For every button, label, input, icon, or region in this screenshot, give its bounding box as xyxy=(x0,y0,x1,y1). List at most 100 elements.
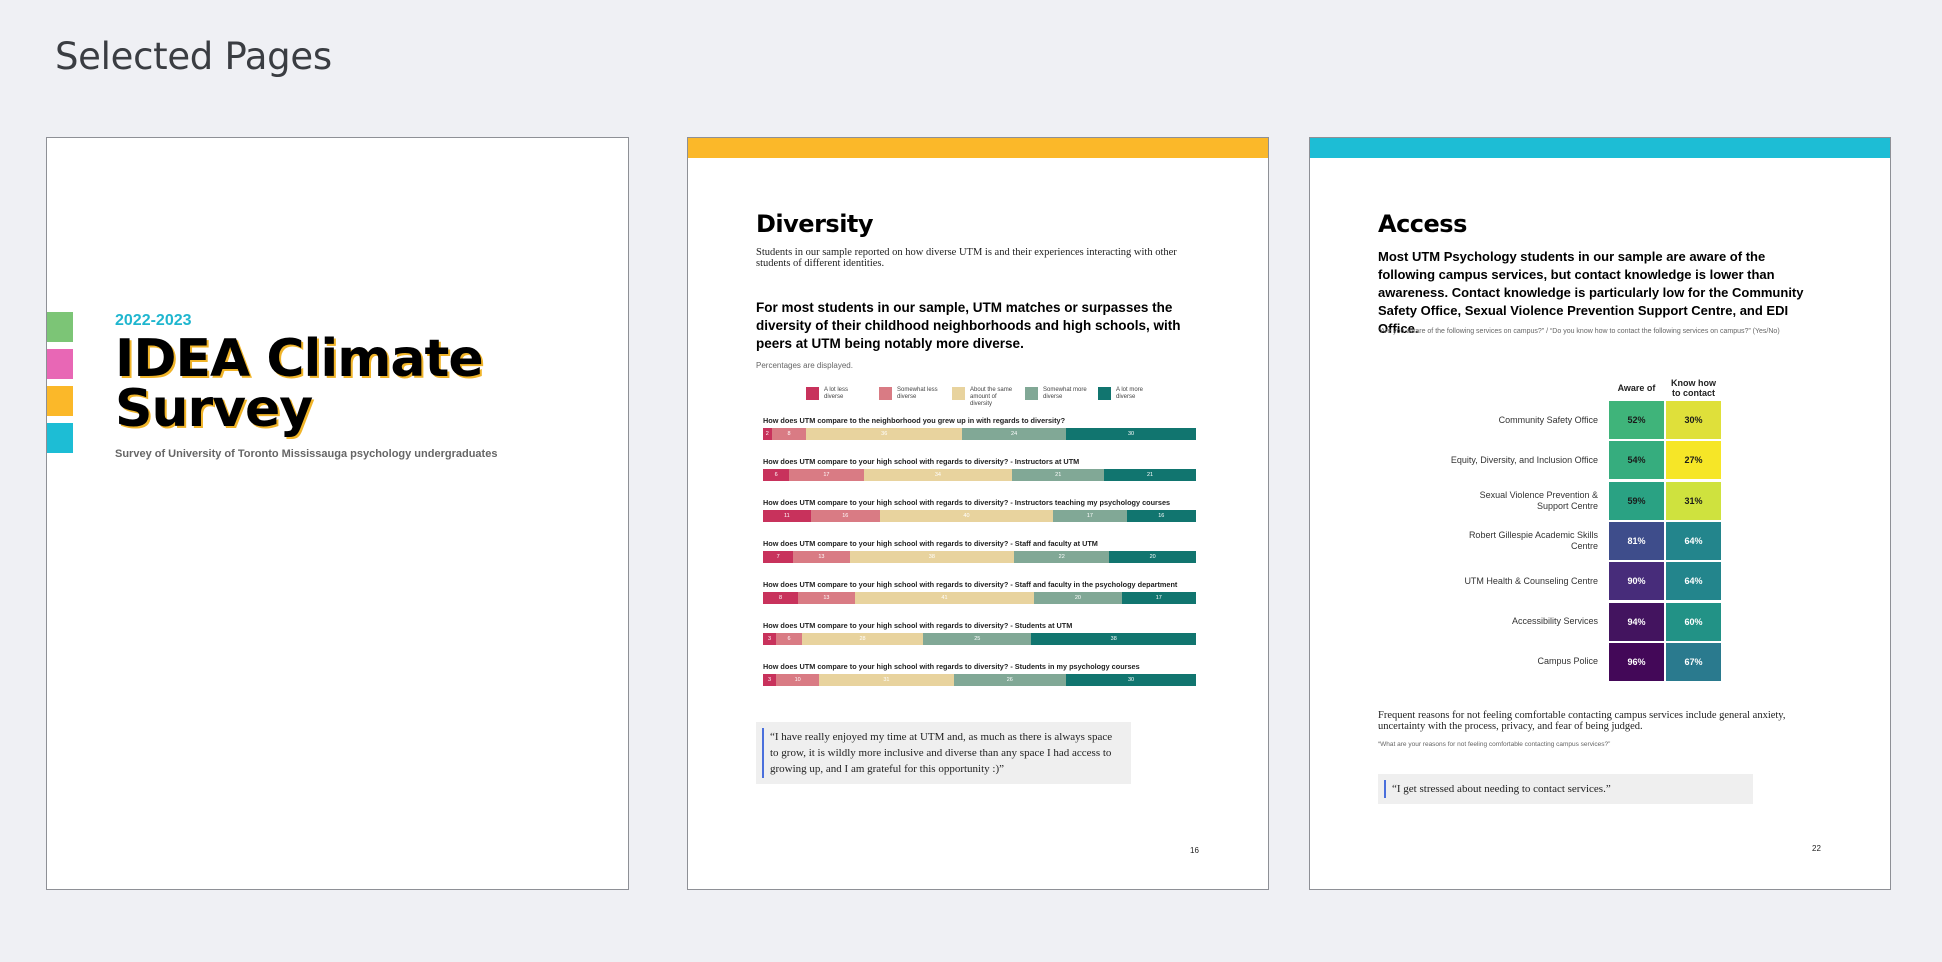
legend-swatch xyxy=(1098,387,1111,400)
stacked-bar: 3 6 28 25 38 xyxy=(763,633,1196,645)
chart-note: “Are you aware of the following services… xyxy=(1378,328,1780,335)
heatmap-column-header: Know how to contact xyxy=(1671,378,1716,398)
bar-segment: 24 xyxy=(962,428,1067,440)
chart-row: How does UTM compare to your high school… xyxy=(763,457,1196,481)
bar-segment: 30 xyxy=(1066,674,1196,686)
legend-label: Somewhat less diverse xyxy=(897,387,938,400)
legend-item: A lot more diverse xyxy=(1098,387,1161,401)
page-accent-bar xyxy=(688,138,1268,158)
chart-legend: A lot less diverse Somewhat less diverse A… xyxy=(806,387,1161,408)
bar-segment: 2 xyxy=(763,428,772,440)
bar-segment: 16 xyxy=(1126,510,1196,522)
bar-segment: 20 xyxy=(1109,551,1196,563)
color-swatch-pink xyxy=(47,349,73,379)
stacked-bar: 2 8 36 24 30 xyxy=(763,428,1196,440)
heatmap-cell: 64% xyxy=(1666,521,1721,560)
chart-row: How does UTM compare to the neighborhood… xyxy=(763,416,1196,440)
key-finding: For most students in our sample, UTM mat… xyxy=(756,300,1181,351)
heatmap-cell: 94% xyxy=(1609,602,1664,641)
heatmap-cell: 60% xyxy=(1666,602,1721,641)
reasons-text: Frequent reasons for not feeling comfort… xyxy=(1378,710,1786,732)
survey-subtitle: Survey of University of Toronto Mississa… xyxy=(115,448,498,460)
bar-segment: 30 xyxy=(1066,428,1196,440)
bar-segment: 38 xyxy=(1031,633,1196,645)
question-label: How does UTM compare to your high school… xyxy=(763,662,1140,671)
question-label: How does UTM compare to your high school… xyxy=(763,498,1171,507)
legend-label: A lot less diverse xyxy=(824,387,849,400)
legend-swatch xyxy=(879,387,892,400)
chart-note: Percentages are displayed. xyxy=(756,361,853,370)
heatmap-row-label: Equity, Diversity, and Inclusion Office xyxy=(1450,454,1598,465)
heatmap-row-label: Community Safety Office xyxy=(1498,414,1598,425)
key-finding: Most UTM Psychology students in our samp… xyxy=(1378,249,1804,336)
page-number: 16 xyxy=(1190,846,1199,855)
bar-segment: 21 xyxy=(1012,469,1105,481)
section-heading: Diversity xyxy=(756,210,874,238)
bar-segment: 26 xyxy=(953,674,1067,686)
stacked-bar: 7 13 38 22 20 xyxy=(763,551,1196,563)
bar-segment: 17 xyxy=(1053,510,1127,522)
stacked-bar: 6 17 34 21 21 xyxy=(763,469,1196,481)
legend-label: A lot more diverse xyxy=(1116,387,1144,400)
bar-segment: 40 xyxy=(879,510,1054,522)
color-swatch-green xyxy=(47,312,73,342)
question-label: How does UTM compare to your high school… xyxy=(763,580,1178,589)
chart-row: How does UTM compare to your high school… xyxy=(763,662,1196,686)
bar-segment: 25 xyxy=(923,633,1032,645)
heatmap-cell: 96% xyxy=(1609,642,1664,681)
heatmap-cell: 81% xyxy=(1609,521,1664,560)
reasons-note: “What are your reasons for not feeling c… xyxy=(1378,741,1611,748)
bar-segment: 20 xyxy=(1034,592,1122,604)
stacked-bar: 11 16 40 17 16 xyxy=(763,510,1196,522)
chart-row: How does UTM compare to your high school… xyxy=(763,621,1196,645)
bar-segment: 17 xyxy=(789,469,864,481)
survey-title-line-1: IDEA Climate xyxy=(115,329,484,389)
legend-item: Somewhat less diverse xyxy=(879,387,942,401)
bar-segment: 22 xyxy=(1014,551,1110,563)
question-label: How does UTM compare to the neighborhood… xyxy=(763,416,1066,425)
bar-segment: 31 xyxy=(819,674,954,686)
section-intro: Students in our sample reported on how d… xyxy=(756,247,1177,269)
bar-segment: 36 xyxy=(806,428,963,440)
page-thumbnail-2[interactable]: Diversity Students in our sample reporte… xyxy=(687,137,1269,890)
stacked-bar: 8 13 41 20 17 xyxy=(763,592,1196,604)
heatmap-cell: 30% xyxy=(1666,401,1721,439)
bar-segment: 6 xyxy=(775,633,802,645)
bar-segment: 6 xyxy=(763,469,790,481)
bar-segment: 8 xyxy=(771,428,807,440)
page-accent-bar xyxy=(1310,138,1890,158)
legend-swatch xyxy=(806,387,819,400)
bar-segment: 38 xyxy=(849,551,1015,563)
heatmap-cell: 52% xyxy=(1609,401,1664,439)
bar-segment: 13 xyxy=(793,551,850,563)
heatmap-column-header: Aware of xyxy=(1617,383,1656,393)
heatmap-cell: 54% xyxy=(1609,441,1664,480)
chart-row: How does UTM compare to your high school… xyxy=(763,580,1196,604)
heatmap-cell: 27% xyxy=(1666,441,1721,480)
legend-label: Somewhat more diverse xyxy=(1043,387,1087,400)
heatmap-cell: 90% xyxy=(1609,562,1664,601)
bar-segment: 11 xyxy=(763,510,811,522)
question-label: How does UTM compare to your high school… xyxy=(763,539,1098,548)
student-quote: “I get stressed about needing to contact… xyxy=(1378,774,1753,804)
heatmap-cell: 67% xyxy=(1666,642,1721,681)
stacked-bar: 3 10 31 26 30 xyxy=(763,674,1196,686)
heatmap-cell: 59% xyxy=(1609,481,1664,520)
heatmap-cell: 31% xyxy=(1666,481,1721,520)
legend-item: Somewhat more diverse xyxy=(1025,387,1088,401)
heatmap-row-label: Robert Gillespie Academic Skills Centre xyxy=(1468,529,1598,551)
heatmap-row-label: Accessibility Services xyxy=(1511,616,1598,626)
page-thumbnail-1[interactable]: 2022-2023 IDEA Climate Survey Survey of … xyxy=(46,137,629,890)
bar-segment: 34 xyxy=(863,469,1013,481)
chart-row: How does UTM compare to your high school… xyxy=(763,539,1196,563)
color-swatch-yellow xyxy=(47,386,73,416)
bar-segment: 3 xyxy=(763,633,776,645)
survey-title: IDEA Climate Survey xyxy=(115,329,484,435)
heatmap-row-label: UTM Health & Counseling Centre xyxy=(1464,575,1598,586)
chart-row: How does UTM compare to your high school… xyxy=(763,498,1196,522)
legend-label: About the same amount of diversity xyxy=(970,387,1013,407)
page-thumbnail-3[interactable]: Access Most UTM Psychology students in o… xyxy=(1309,137,1891,890)
heatmap-cell: 64% xyxy=(1666,562,1721,601)
bar-segment: 16 xyxy=(810,510,880,522)
heatmap-row-label: Sexual Violence Prevention & Support Cen… xyxy=(1479,489,1598,511)
